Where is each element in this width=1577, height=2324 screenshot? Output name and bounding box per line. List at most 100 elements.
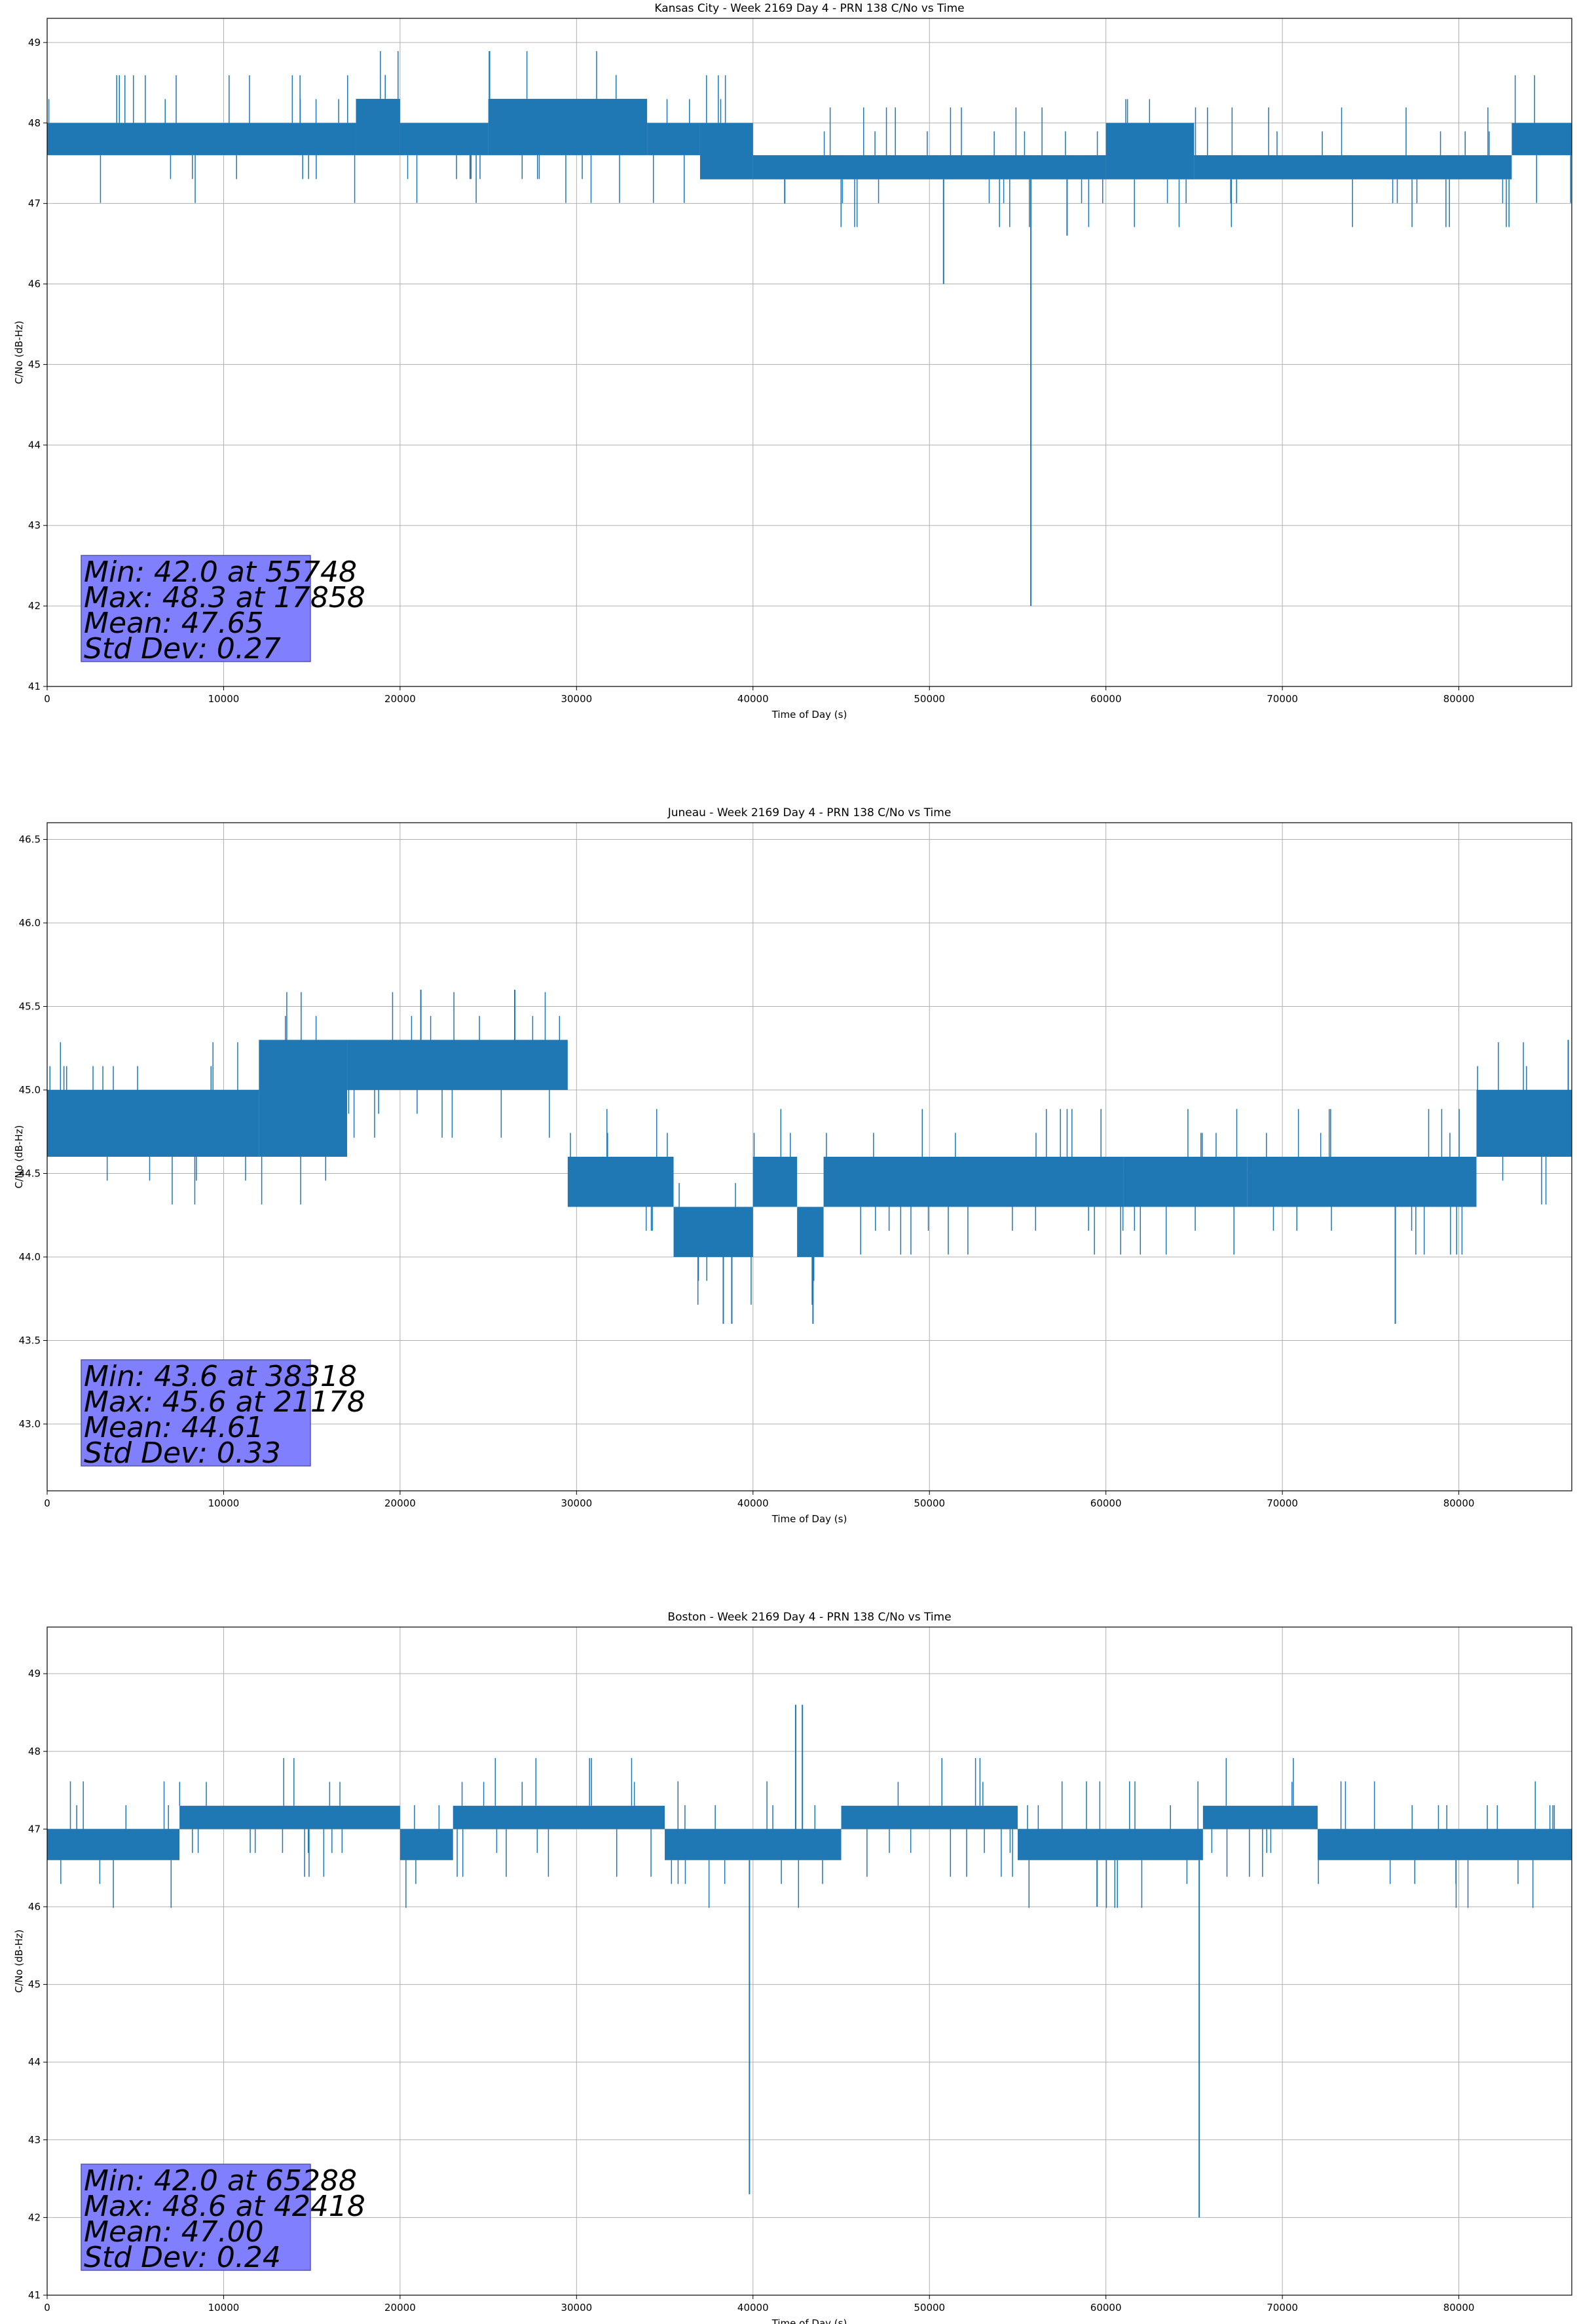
data-band: [1202, 1805, 1318, 1829]
stats-line: Min: 42.0 at 65288: [84, 2164, 357, 2198]
data-series: [47, 990, 1572, 1324]
x-tick-label: 10000: [208, 2302, 240, 2314]
data-band: [399, 1829, 453, 1860]
x-tick-label: 20000: [384, 2302, 416, 2314]
data-band: [699, 122, 753, 179]
y-tick-label: 45: [28, 1979, 41, 1991]
data-band: [1123, 1157, 1248, 1207]
data-band: [1194, 155, 1512, 179]
x-tick-label: 20000: [384, 693, 416, 705]
y-axis-label: C/No (dB-Hz): [13, 1125, 25, 1189]
y-tick-label: 46: [28, 1901, 41, 1913]
y-tick-label: 44.0: [19, 1251, 41, 1263]
x-tick-label: 80000: [1443, 2302, 1475, 2314]
data-band: [179, 1805, 400, 1829]
data-band: [647, 122, 700, 155]
chart-panel: 0 10000 20000 30000 40000 50000 60000 70000 8000…: [13, 806, 1572, 1525]
stats-box: [81, 2164, 311, 2271]
stats-box: [81, 1359, 311, 1467]
x-axis-label: Time of Day (s): [771, 1513, 847, 1525]
y-tick-label: 43: [28, 519, 41, 531]
y-axis-label: C/No (dB-Hz): [13, 1930, 25, 1993]
x-axis-label: Time of Day (s): [771, 2317, 847, 2324]
x-tick-label: 40000: [737, 2302, 769, 2314]
axes-frame: [46, 822, 1572, 1491]
data-band: [259, 1040, 348, 1157]
x-tick-label: 50000: [914, 693, 945, 705]
x-axis-label: Time of Day (s): [771, 709, 847, 721]
data-band: [823, 1157, 1124, 1207]
stats-line: Min: 43.6 at 38318: [84, 1360, 357, 1393]
stats-line: Mean: 44.61: [84, 1411, 264, 1444]
stats-line: Std Dev: 0.33: [84, 1436, 281, 1470]
chart-title: Juneau - Week 2169 Day 4 - PRN 138 C/No …: [667, 806, 952, 819]
data-band: [1512, 122, 1572, 155]
data-band: [752, 155, 1106, 179]
chart-panel: 0 10000 20000 30000 40000 50000 60000 70000 8000…: [13, 1611, 1572, 2324]
chart-title: Kansas City - Week 2169 Day 4 - PRN 138 …: [654, 2, 964, 15]
x-tick-label: 30000: [561, 693, 592, 705]
y-tick-label: 47: [28, 198, 41, 210]
y-tick-label: 41: [28, 2289, 41, 2301]
x-tick-label: 60000: [1090, 1497, 1122, 1509]
data-band: [47, 1090, 259, 1157]
x-tick-label: 0: [44, 2302, 50, 2314]
x-tick-label: 30000: [561, 2302, 592, 2314]
x-tick-label: 0: [44, 693, 50, 705]
axes-frame: [46, 18, 1572, 687]
y-tick-label: 45: [28, 358, 41, 370]
y-tick-label: 46.0: [19, 917, 41, 929]
y-tick-label: 42: [28, 2211, 41, 2223]
data-band: [1476, 1090, 1572, 1157]
y-tick-label: 44: [28, 2056, 41, 2068]
stats-box: [81, 555, 311, 662]
x-tick-label: 60000: [1090, 693, 1122, 705]
data-series: [47, 51, 1572, 607]
chart-title: Boston - Week 2169 Day 4 - PRN 138 C/No …: [667, 1611, 951, 1624]
y-tick-label: 47: [28, 1823, 41, 1835]
x-tick-label: 50000: [914, 1497, 945, 1509]
y-tick-label: 43.5: [19, 1335, 41, 1347]
data-band: [453, 1805, 665, 1829]
stats-line: Max: 48.6 at 42418: [84, 2190, 365, 2223]
y-tick-label: 44: [28, 439, 41, 451]
data-band: [841, 1805, 1018, 1829]
data-band: [1247, 1157, 1477, 1207]
data-band: [1318, 1829, 1572, 1860]
y-tick-label: 41: [28, 681, 41, 692]
data-band: [665, 1829, 842, 1860]
x-tick-label: 10000: [208, 693, 240, 705]
data-band: [47, 122, 356, 155]
data-band: [752, 1157, 798, 1207]
x-tick-label: 80000: [1443, 693, 1475, 705]
x-tick-label: 80000: [1443, 1497, 1475, 1509]
y-tick-label: 46: [28, 278, 41, 290]
x-tick-label: 70000: [1267, 2302, 1298, 2314]
stats-line: Std Dev: 0.27: [84, 632, 281, 665]
data-band: [1017, 1829, 1203, 1860]
x-tick-label: 30000: [561, 1497, 592, 1509]
stats-line: Std Dev: 0.24: [84, 2241, 281, 2274]
data-series: [47, 1704, 1572, 2218]
data-band: [567, 1157, 674, 1207]
x-tick-label: 50000: [914, 2302, 945, 2314]
y-tick-label: 45.5: [19, 1001, 41, 1013]
data-band: [488, 98, 648, 155]
y-tick-label: 48: [28, 117, 41, 129]
y-tick-label: 43: [28, 2134, 41, 2146]
y-tick-label: 44.5: [19, 1168, 41, 1180]
x-tick-label: 70000: [1267, 693, 1298, 705]
stats-line: Min: 42.0 at 55748: [84, 555, 357, 589]
data-band: [797, 1207, 824, 1257]
x-tick-label: 40000: [737, 693, 769, 705]
stats-line: Mean: 47.65: [84, 607, 264, 640]
stats-line: Max: 45.6 at 21178: [84, 1385, 365, 1419]
y-tick-label: 49: [28, 37, 41, 48]
x-tick-label: 10000: [208, 1497, 240, 1509]
x-tick-label: 40000: [737, 1497, 769, 1509]
stats-line: Max: 48.3 at 17858: [84, 581, 365, 614]
stats-line: Mean: 47.00: [84, 2215, 264, 2249]
chart-panel: 0 10000 20000 30000 40000 50000 60000 70000 8000…: [13, 2, 1572, 721]
y-axis-label: C/No (dB-Hz): [13, 321, 25, 384]
